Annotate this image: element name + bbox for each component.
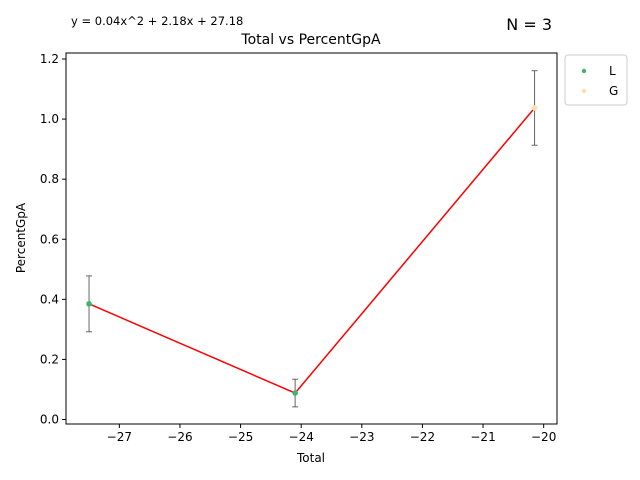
x-tick-label: −25 [228,430,253,444]
data-point [531,105,538,111]
sample-count: N = 3 [506,15,552,34]
x-tick-label: −23 [349,430,374,444]
y-tick-label: 0.8 [40,172,59,186]
fit-equation: y = 0.04x^2 + 2.18x + 27.18 [71,14,243,28]
y-axis: 0.0 0.2 0.4 0.6 0.8 1.0 1.2 [40,52,66,426]
fit-line [88,107,536,395]
y-axis-label: PercentGpA [14,202,28,273]
plot-area [86,70,538,408]
y-tick-label: 0.0 [40,412,59,426]
x-tick-label: −22 [410,430,435,444]
chart-title: Total vs PercentGpA [240,32,381,48]
x-tick-label: −20 [531,430,556,444]
x-tick-label: −26 [167,430,192,444]
y-tick-label: 1.0 [40,112,59,126]
x-tick-label: −21 [470,430,495,444]
x-tick-label: −27 [107,430,132,444]
y-tick-label: 1.2 [40,52,59,66]
x-axis: −27 −26 −25 −24 −23 −22 −21 −20 [107,424,556,444]
legend-marker [581,88,587,94]
y-tick-label: 0.2 [40,352,59,366]
legend-label: L [609,64,616,78]
data-point [86,301,92,307]
y-tick-label: 0.6 [40,232,59,246]
legend-frame [564,54,628,106]
legend-marker [581,68,587,74]
x-axis-label: Total [296,451,325,465]
x-tick-label: −24 [289,430,314,444]
axes-frame [65,52,558,425]
legend-label: G [609,84,618,98]
y-tick-label: 0.4 [40,292,59,306]
data-point [292,390,298,396]
legend: LG [564,54,628,106]
